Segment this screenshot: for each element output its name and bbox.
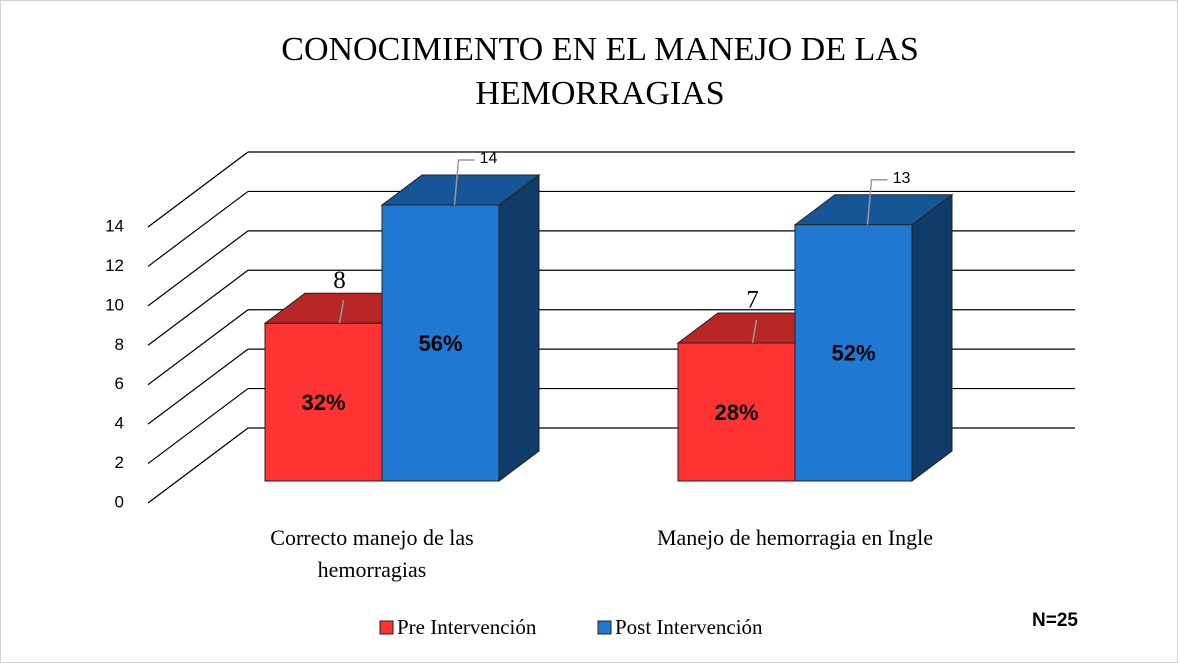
y-tick-label: 2 [115, 453, 124, 472]
data-label: 14 [480, 150, 498, 167]
leader-line [338, 300, 345, 324]
annotation: N=25 [1032, 610, 1078, 631]
bar-percent-label: 52% [831, 341, 875, 366]
data-label: 13 [893, 170, 911, 187]
legend-swatch [597, 620, 612, 635]
leader-line [751, 319, 758, 344]
grid-line [147, 427, 249, 504]
grid-line [147, 388, 249, 465]
x-tick-label: Manejo de hemorragia en Ingle [657, 525, 933, 550]
bar-percent-label: 56% [418, 331, 462, 356]
bar-side [911, 193, 953, 482]
bar-percent-label: 28% [714, 400, 758, 425]
y-tick-label: 8 [115, 335, 124, 354]
y-tick-label: 12 [105, 256, 124, 275]
x-tick-label: Correcto manejo de las [270, 525, 473, 550]
grid-line [147, 269, 249, 346]
bar [794, 224, 913, 482]
bar [677, 342, 796, 482]
legend-swatch [379, 620, 394, 635]
bar-percent-label: 32% [301, 390, 345, 415]
x-tick-label: hemorragias [318, 557, 427, 582]
y-tick-label: 14 [105, 216, 124, 235]
grid-line [147, 190, 249, 267]
y-tick-label: 0 [115, 492, 124, 511]
bar [381, 204, 500, 482]
data-label: 8 [333, 267, 346, 294]
legend-label: Post Intervención [615, 615, 763, 639]
leader-line [866, 178, 888, 225]
data-label: 7 [746, 287, 759, 314]
bar [264, 322, 383, 482]
grid-line [147, 230, 249, 307]
chart-title: CONOCIMIENTO EN EL MANEJO DE LAS [281, 31, 918, 68]
grid-line [147, 151, 249, 228]
y-tick-label: 10 [105, 295, 124, 314]
grid-line [147, 348, 249, 425]
grid-line [147, 309, 249, 386]
leader-line [453, 159, 475, 206]
bar-side [498, 174, 540, 482]
chart-title: HEMORRAGIAS [475, 75, 724, 112]
y-tick-label: 6 [115, 374, 124, 393]
legend-label: Pre Intervención [397, 615, 537, 639]
y-tick-label: 4 [115, 414, 124, 433]
